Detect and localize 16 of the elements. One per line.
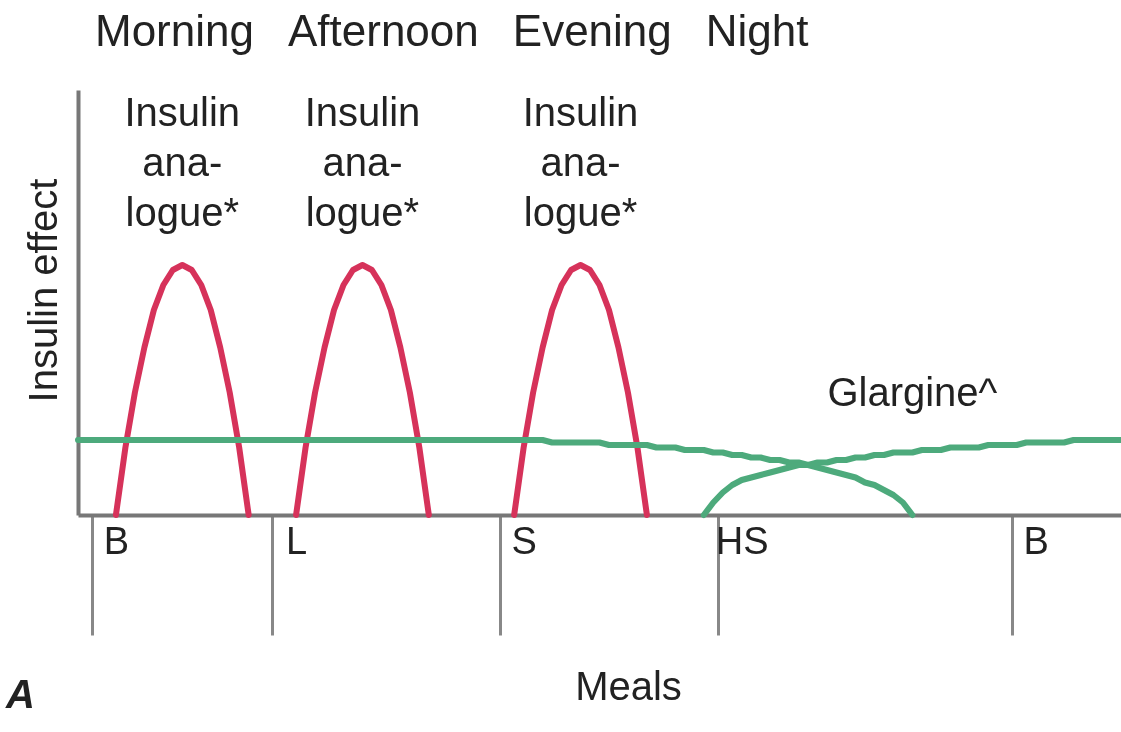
text: A <box>6 672 35 717</box>
text: Afternoon <box>287 6 479 55</box>
series-label: Insulin ana- logue* <box>522 90 639 234</box>
series-label: Insulin ana- logue* <box>124 90 241 234</box>
x-axis-title: Meals <box>575 663 682 708</box>
x-tick-label: B <box>1023 519 1049 562</box>
text: Morning <box>95 6 254 55</box>
x-tick-label: S <box>511 519 537 562</box>
y-axis-title: Insulin effect <box>20 178 65 403</box>
x-tick-label: HS <box>715 519 769 562</box>
x-tick-label: L <box>286 519 308 562</box>
text: Night <box>705 6 809 55</box>
text: Evening <box>512 6 672 55</box>
series-label: Glargine^ <box>827 370 998 414</box>
series-label: Insulin ana- logue* <box>304 90 421 234</box>
x-tick-label: B <box>103 519 130 562</box>
